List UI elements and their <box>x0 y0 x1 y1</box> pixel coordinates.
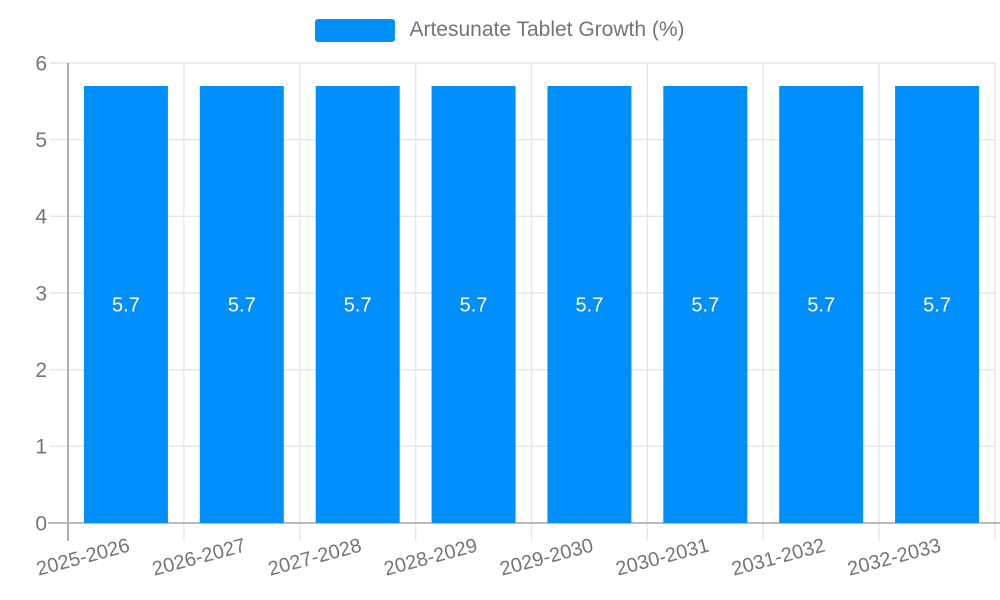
x-tick-label: 2029-2030 <box>498 535 596 581</box>
bar <box>199 86 284 523</box>
y-tick-label: 0 <box>35 512 47 535</box>
y-tick-label: 4 <box>35 206 47 229</box>
legend-item-artesunate-growth[interactable]: Artesunate Tablet Growth (%) <box>315 18 685 42</box>
bar-value-label: 5.7 <box>228 295 256 317</box>
bar-value-label: 5.7 <box>460 295 488 317</box>
y-tick-label: 6 <box>35 52 47 75</box>
x-tick-label: 2028-2029 <box>382 535 480 581</box>
bar-value-label: 5.7 <box>807 295 835 317</box>
bar-value-label: 5.7 <box>112 295 140 317</box>
x-tick-label: 2031-2032 <box>729 535 827 581</box>
x-tick-label: 2026-2027 <box>150 535 248 581</box>
bar-value-label: 5.7 <box>576 295 604 317</box>
x-tick-label: 2027-2028 <box>266 535 364 581</box>
y-tick-label: 5 <box>35 129 47 152</box>
bar <box>315 86 400 523</box>
bar <box>895 86 980 523</box>
legend-label: Artesunate Tablet Growth (%) <box>409 18 685 41</box>
x-tick-label: 2030-2031 <box>614 535 712 581</box>
bar-value-label: 5.7 <box>344 295 372 317</box>
bar-value-label: 5.7 <box>691 295 719 317</box>
legend-swatch <box>315 18 396 42</box>
bar-value-label: 5.7 <box>923 295 951 317</box>
bar <box>779 86 864 523</box>
chart-legend: Artesunate Tablet Growth (%) <box>0 18 1000 42</box>
bar <box>663 86 748 523</box>
y-tick-label: 1 <box>35 436 47 459</box>
bar <box>547 86 632 523</box>
bar <box>83 86 168 523</box>
x-tick-label: 2025-2026 <box>34 535 132 581</box>
bar <box>431 86 516 523</box>
y-tick-label: 2 <box>35 359 47 382</box>
x-tick-label: 2032-2033 <box>845 535 943 581</box>
y-tick-label: 3 <box>35 282 47 305</box>
